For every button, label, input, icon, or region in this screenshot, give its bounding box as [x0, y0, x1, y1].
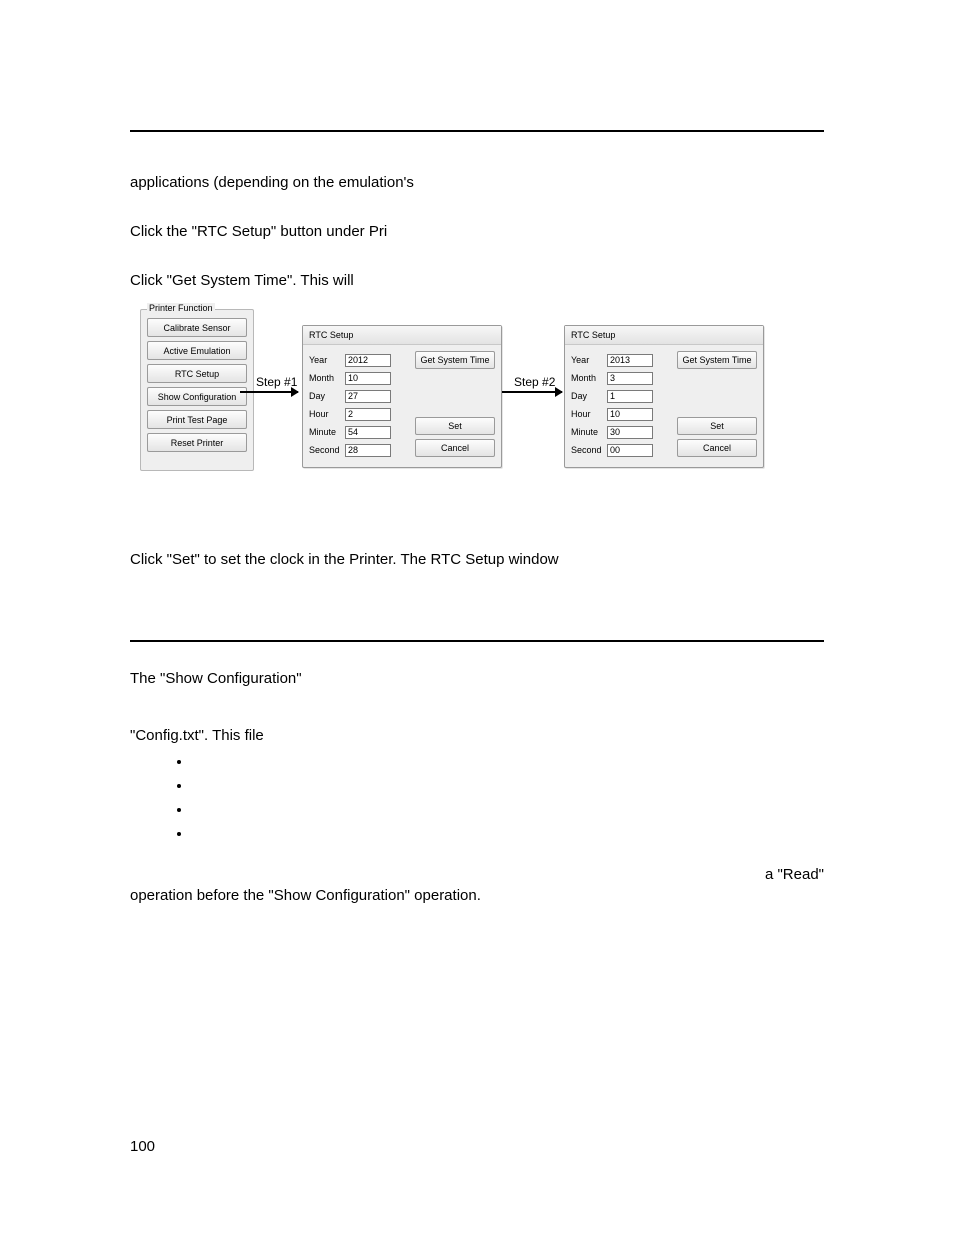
calibrate-sensor-button[interactable]: Calibrate Sensor: [147, 318, 247, 337]
arrow-1: [240, 391, 298, 393]
rtc2-hour-input[interactable]: 10: [607, 408, 653, 421]
step-2-label: Step #2: [514, 375, 555, 389]
arrow-2: [502, 391, 562, 393]
rtc1-minute-label: Minute: [309, 427, 345, 437]
section-divider-top: [130, 130, 824, 132]
rtc1-second-label: Second: [309, 445, 345, 455]
paragraph-applications: applications (depending on the emulation…: [130, 172, 824, 193]
rtc1-set-button[interactable]: Set: [415, 417, 495, 435]
reset-printer-button[interactable]: Reset Printer: [147, 433, 247, 452]
paragraph-read-operation: a "Read" operation before the "Show Conf…: [130, 864, 824, 906]
rtc2-month-input[interactable]: 3: [607, 372, 653, 385]
paragraph-click-rtc: Click the "RTC Setup" button under Pri: [130, 221, 824, 242]
operation-fragment: operation before the "Show Configuration…: [130, 887, 481, 904]
rtc2-year-label: Year: [571, 355, 607, 365]
rtc2-day-label: Day: [571, 391, 607, 401]
paragraph-click-get: Click "Get System Time". This will: [130, 270, 824, 291]
rtc1-year-label: Year: [309, 355, 345, 365]
bullet-2: [192, 774, 824, 798]
rtc1-get-system-time-button[interactable]: Get System Time: [415, 351, 495, 369]
printer-function-legend: Printer Function: [147, 303, 215, 313]
bullet-3: [192, 798, 824, 822]
paragraph-click-set: Click "Set" to set the clock in the Prin…: [130, 549, 824, 570]
rtc1-second-input[interactable]: 28: [345, 444, 391, 457]
rtc1-cancel-button[interactable]: Cancel: [415, 439, 495, 457]
rtc2-hour-label: Hour: [571, 409, 607, 419]
rtc-dialog-2-title: RTC Setup: [565, 326, 763, 345]
rtc2-cancel-button[interactable]: Cancel: [677, 439, 757, 457]
rtc2-second-label: Second: [571, 445, 607, 455]
rtc2-get-system-time-button[interactable]: Get System Time: [677, 351, 757, 369]
rtc2-minute-label: Minute: [571, 427, 607, 437]
rtc-setup-button[interactable]: RTC Setup: [147, 364, 247, 383]
rtc2-month-label: Month: [571, 373, 607, 383]
rtc1-month-label: Month: [309, 373, 345, 383]
rtc1-day-label: Day: [309, 391, 345, 401]
rtc2-year-input[interactable]: 2013: [607, 354, 653, 367]
rtc2-day-input[interactable]: 1: [607, 390, 653, 403]
rtc1-day-input[interactable]: 27: [345, 390, 391, 403]
rtc1-year-input[interactable]: 2012: [345, 354, 391, 367]
rtc-dialog-1: RTC Setup Year2012 Month10 Day27 Hour2 M…: [302, 325, 502, 468]
rtc1-hour-input[interactable]: 2: [345, 408, 391, 421]
rtc1-month-input[interactable]: 10: [345, 372, 391, 385]
bullet-4: [192, 822, 824, 846]
active-emulation-button[interactable]: Active Emulation: [147, 341, 247, 360]
printer-function-group: Printer Function Calibrate Sensor Active…: [140, 309, 254, 471]
read-fragment: a "Read": [765, 864, 824, 885]
rtc2-set-button[interactable]: Set: [677, 417, 757, 435]
rtc-dialog-2: RTC Setup Year2013 Month3 Day1 Hour10 Mi…: [564, 325, 764, 468]
section-divider-mid: [130, 640, 824, 642]
rtc2-minute-input[interactable]: 30: [607, 426, 653, 439]
paragraph-config-txt: "Config.txt". This file: [130, 725, 824, 746]
page-number: 100: [130, 1138, 155, 1155]
show-configuration-button[interactable]: Show Configuration: [147, 387, 247, 406]
rtc-dialog-1-title: RTC Setup: [303, 326, 501, 345]
rtc1-hour-label: Hour: [309, 409, 345, 419]
paragraph-show-config: The "Show Configuration": [130, 668, 824, 689]
rtc1-minute-input[interactable]: 54: [345, 426, 391, 439]
bullet-list: [174, 750, 824, 846]
rtc2-second-input[interactable]: 00: [607, 444, 653, 457]
rtc-diagram: Printer Function Calibrate Sensor Active…: [130, 309, 824, 489]
bullet-1: [192, 750, 824, 774]
print-test-page-button[interactable]: Print Test Page: [147, 410, 247, 429]
